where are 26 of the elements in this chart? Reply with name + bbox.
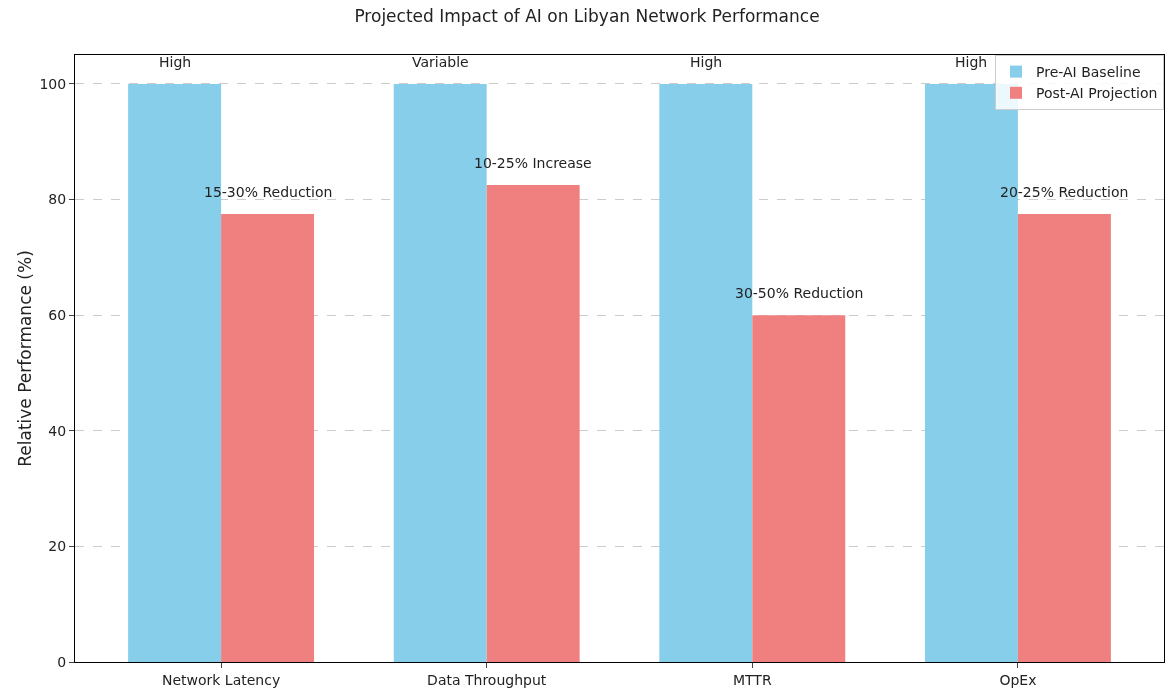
legend-label: Post-AI Projection [1036, 85, 1158, 102]
annotation: Variable [412, 54, 469, 70]
annotation: High [159, 54, 192, 70]
bar [752, 315, 846, 662]
annotation: 15-30% Reduction [204, 184, 333, 200]
x-tick-label: OpEx [999, 671, 1037, 688]
bar [486, 185, 580, 662]
y-tick-label: 40 [48, 422, 67, 439]
legend-label: Pre-AI Baseline [1036, 64, 1141, 81]
annotation: High [690, 54, 723, 70]
x-tick-label: Network Latency [161, 671, 281, 688]
annotation: 30-50% Reduction [735, 285, 864, 301]
chart-title: Projected Impact of AI on Libyan Network Performance [354, 6, 820, 27]
x-tick-label: MTTR [732, 671, 772, 688]
x-tick-label: Data Throughput [427, 671, 547, 688]
y-tick-label: 80 [48, 191, 67, 208]
y-axis-title: Relative Performance (%) [15, 250, 35, 467]
bar [221, 213, 315, 662]
annotation: High [955, 54, 988, 70]
bar [1017, 213, 1111, 662]
y-tick-label: 0 [57, 653, 67, 670]
y-tick-label: 20 [48, 538, 67, 555]
y-tick-label: 60 [48, 307, 67, 324]
annotation: 10-25% Increase [474, 155, 592, 171]
annotation: 20-25% Reduction [1000, 184, 1129, 200]
y-tick-label: 100 [39, 75, 67, 92]
